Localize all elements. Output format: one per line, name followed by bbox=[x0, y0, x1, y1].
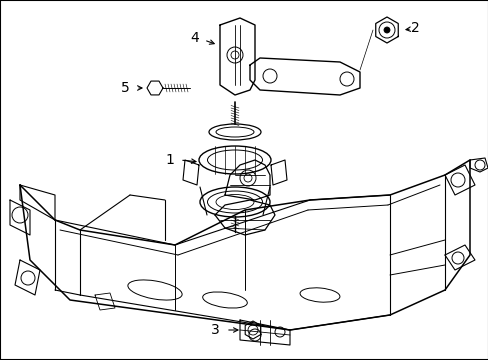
Text: 1: 1 bbox=[165, 153, 174, 167]
Text: 4: 4 bbox=[190, 31, 199, 45]
Circle shape bbox=[383, 27, 389, 33]
Text: 2: 2 bbox=[410, 21, 419, 35]
Text: 3: 3 bbox=[210, 323, 219, 337]
Text: 5: 5 bbox=[121, 81, 129, 95]
